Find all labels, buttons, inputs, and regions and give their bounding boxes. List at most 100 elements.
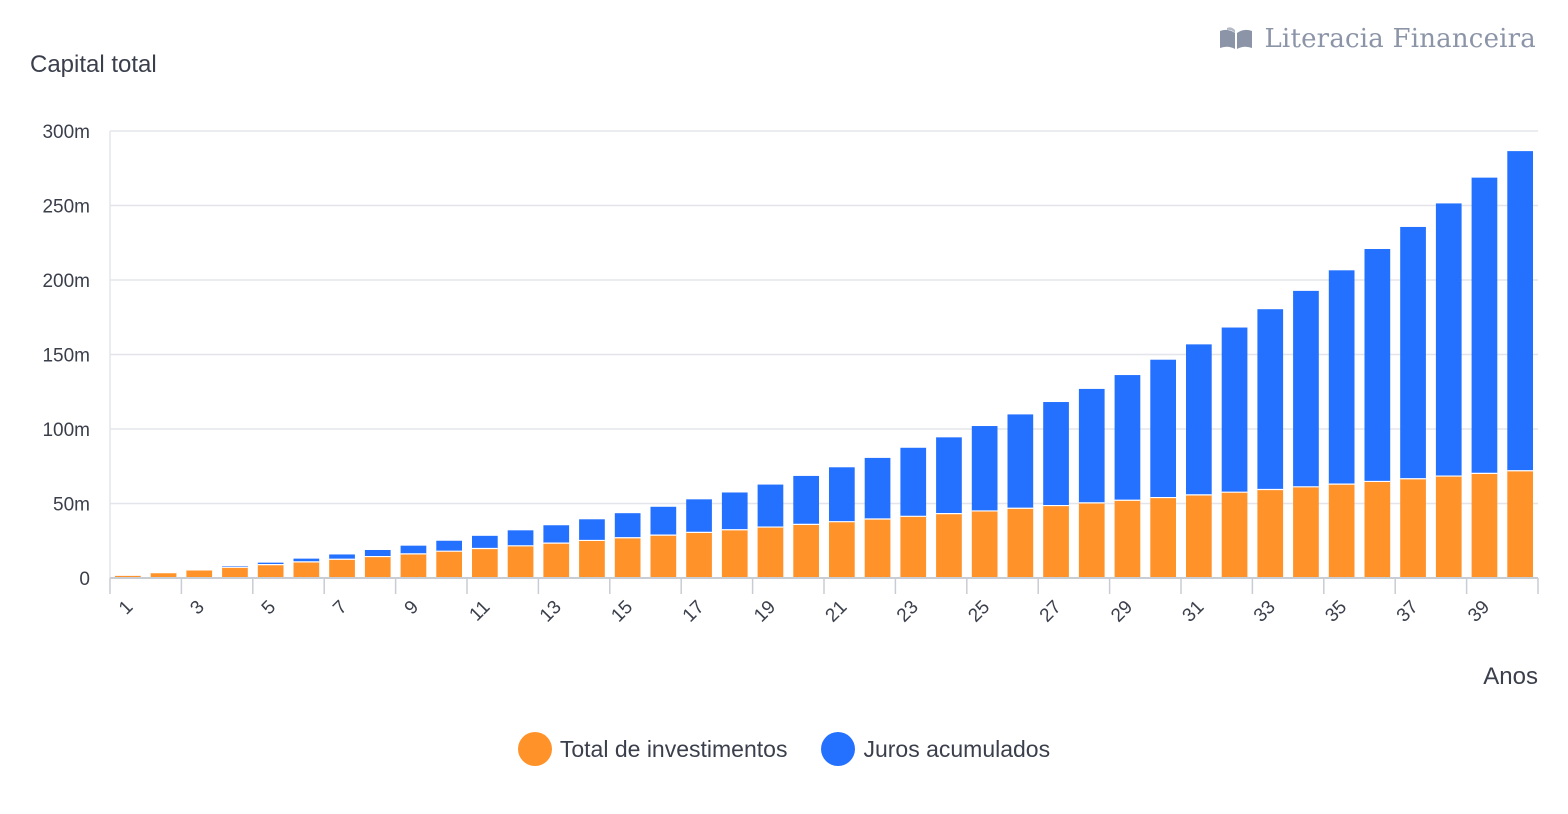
bar-juros[interactable] bbox=[793, 475, 820, 525]
bar-juros[interactable] bbox=[1364, 249, 1391, 482]
bar-investimentos[interactable] bbox=[1114, 500, 1141, 578]
bar-investimentos[interactable] bbox=[1435, 476, 1462, 578]
bar-juros[interactable] bbox=[1078, 388, 1105, 503]
bar-juros[interactable] bbox=[721, 492, 748, 530]
y-axis-title: Capital total bbox=[30, 51, 157, 78]
bar-juros[interactable] bbox=[1185, 344, 1212, 495]
bar-juros[interactable] bbox=[507, 530, 534, 546]
bar-investimentos[interactable] bbox=[543, 543, 570, 578]
y-tick-label: 100m bbox=[42, 420, 90, 441]
bar-investimentos[interactable] bbox=[1293, 486, 1319, 578]
bar-investimentos[interactable] bbox=[1043, 505, 1069, 578]
bar-investimentos[interactable] bbox=[828, 521, 855, 578]
bar-juros[interactable] bbox=[257, 562, 284, 565]
bar-juros[interactable] bbox=[1007, 414, 1034, 509]
bar-juros[interactable] bbox=[471, 535, 498, 549]
bar-juros[interactable] bbox=[1257, 309, 1284, 490]
bar-juros[interactable] bbox=[1293, 290, 1319, 487]
bar-juros[interactable] bbox=[900, 447, 927, 517]
bar-investimentos[interactable] bbox=[364, 556, 391, 578]
bar-investimentos[interactable] bbox=[257, 564, 284, 578]
bar-juros[interactable] bbox=[543, 525, 570, 544]
legend-label-juros: Juros acumulados bbox=[863, 735, 1051, 762]
bar-investimentos[interactable] bbox=[1257, 489, 1284, 578]
y-tick-label: 200m bbox=[42, 271, 90, 292]
bar-juros[interactable] bbox=[1507, 151, 1534, 471]
bar-investimentos[interactable] bbox=[1221, 492, 1248, 578]
bar-investimentos[interactable] bbox=[1150, 497, 1177, 578]
bar-juros[interactable] bbox=[364, 549, 391, 557]
bar-juros[interactable] bbox=[686, 499, 712, 533]
bar-investimentos[interactable] bbox=[793, 524, 820, 578]
x-tick-label: 19 bbox=[750, 597, 780, 627]
book-icon bbox=[1220, 27, 1253, 49]
bar-investimentos[interactable] bbox=[222, 567, 248, 578]
bar-juros[interactable] bbox=[757, 484, 784, 528]
bar-investimentos[interactable] bbox=[650, 535, 677, 578]
x-tick-label: 9 bbox=[401, 597, 423, 619]
bar-investimentos[interactable] bbox=[329, 559, 355, 578]
brand-logo: Literacia Financeira bbox=[1218, 24, 1536, 54]
bar-investimentos[interactable] bbox=[1078, 502, 1105, 578]
bar-juros[interactable] bbox=[614, 513, 641, 538]
bar-investimentos[interactable] bbox=[150, 572, 177, 578]
y-tick-label: 50m bbox=[53, 495, 90, 516]
bar-juros[interactable] bbox=[1435, 203, 1462, 477]
bar-investimentos[interactable] bbox=[293, 561, 320, 578]
bar-investimentos[interactable] bbox=[1364, 481, 1391, 578]
y-tick-label: 150m bbox=[42, 346, 90, 367]
brand-name: Literacia Financeira bbox=[1264, 24, 1536, 54]
bar-juros[interactable] bbox=[579, 519, 605, 541]
bar-juros[interactable] bbox=[1328, 270, 1355, 485]
bar-juros[interactable] bbox=[1114, 375, 1141, 501]
bar-juros[interactable] bbox=[828, 467, 855, 522]
legend-label-investimentos: Total de investimentos bbox=[559, 735, 788, 762]
bar-investimentos[interactable] bbox=[1471, 473, 1498, 578]
bar-investimentos[interactable] bbox=[579, 540, 605, 578]
x-tick-label: 15 bbox=[607, 597, 637, 627]
bar-juros[interactable] bbox=[1400, 226, 1426, 479]
bar-juros[interactable] bbox=[971, 426, 998, 511]
x-axis-title: Anos bbox=[1483, 663, 1538, 690]
bar-juros[interactable] bbox=[293, 558, 320, 562]
bar-investimentos[interactable] bbox=[1507, 470, 1534, 578]
bar-investimentos[interactable] bbox=[400, 553, 427, 578]
bar-juros[interactable] bbox=[864, 457, 891, 519]
bar-juros[interactable] bbox=[436, 540, 463, 552]
bar-juros[interactable] bbox=[400, 545, 427, 554]
grid-lines bbox=[109, 130, 1538, 579]
bar-juros[interactable] bbox=[1043, 402, 1069, 506]
x-tick-labels: 1 3 5 7 9 11 13 15 17 19 21 23 25 27 29 31 33 35 37 39 bbox=[115, 597, 1494, 627]
bar-investimentos[interactable] bbox=[1328, 484, 1355, 578]
bar-investimentos[interactable] bbox=[971, 510, 998, 578]
bar-juros[interactable] bbox=[936, 437, 962, 514]
bar-investimentos[interactable] bbox=[686, 532, 712, 578]
x-tick-label: 21 bbox=[822, 597, 852, 627]
bar-investimentos[interactable] bbox=[436, 551, 463, 578]
bar-investimentos[interactable] bbox=[1400, 478, 1426, 578]
bar-juros[interactable] bbox=[329, 554, 355, 560]
legend-item-juros[interactable]: Juros acumulados bbox=[821, 732, 1050, 766]
bar-juros[interactable] bbox=[650, 506, 677, 536]
y-tick-labels: 0 50m 100m 150m 200m 250m 300m bbox=[42, 122, 90, 590]
bar-investimentos[interactable] bbox=[1185, 494, 1212, 578]
bar-investimentos[interactable] bbox=[114, 575, 141, 578]
bar-investimentos[interactable] bbox=[186, 569, 213, 578]
x-axis bbox=[109, 577, 1539, 594]
bar-investimentos[interactable] bbox=[721, 529, 748, 578]
bar-juros[interactable] bbox=[1150, 359, 1177, 498]
bar-juros[interactable] bbox=[1221, 327, 1248, 493]
legend-item-investimentos[interactable]: Total de investimentos bbox=[517, 732, 788, 766]
bar-investimentos[interactable] bbox=[864, 518, 891, 578]
bar-investimentos[interactable] bbox=[507, 545, 534, 578]
bar-investimentos[interactable] bbox=[471, 548, 498, 578]
bar-investimentos[interactable] bbox=[614, 537, 641, 578]
bar-investimentos[interactable] bbox=[936, 513, 962, 578]
bar-juros[interactable] bbox=[1471, 177, 1498, 474]
bar-investimentos[interactable] bbox=[757, 527, 784, 578]
x-tick-label: 33 bbox=[1250, 597, 1280, 627]
bar-investimentos[interactable] bbox=[900, 516, 927, 578]
bar-investimentos[interactable] bbox=[1007, 508, 1034, 578]
x-tick-label: 3 bbox=[186, 597, 208, 619]
